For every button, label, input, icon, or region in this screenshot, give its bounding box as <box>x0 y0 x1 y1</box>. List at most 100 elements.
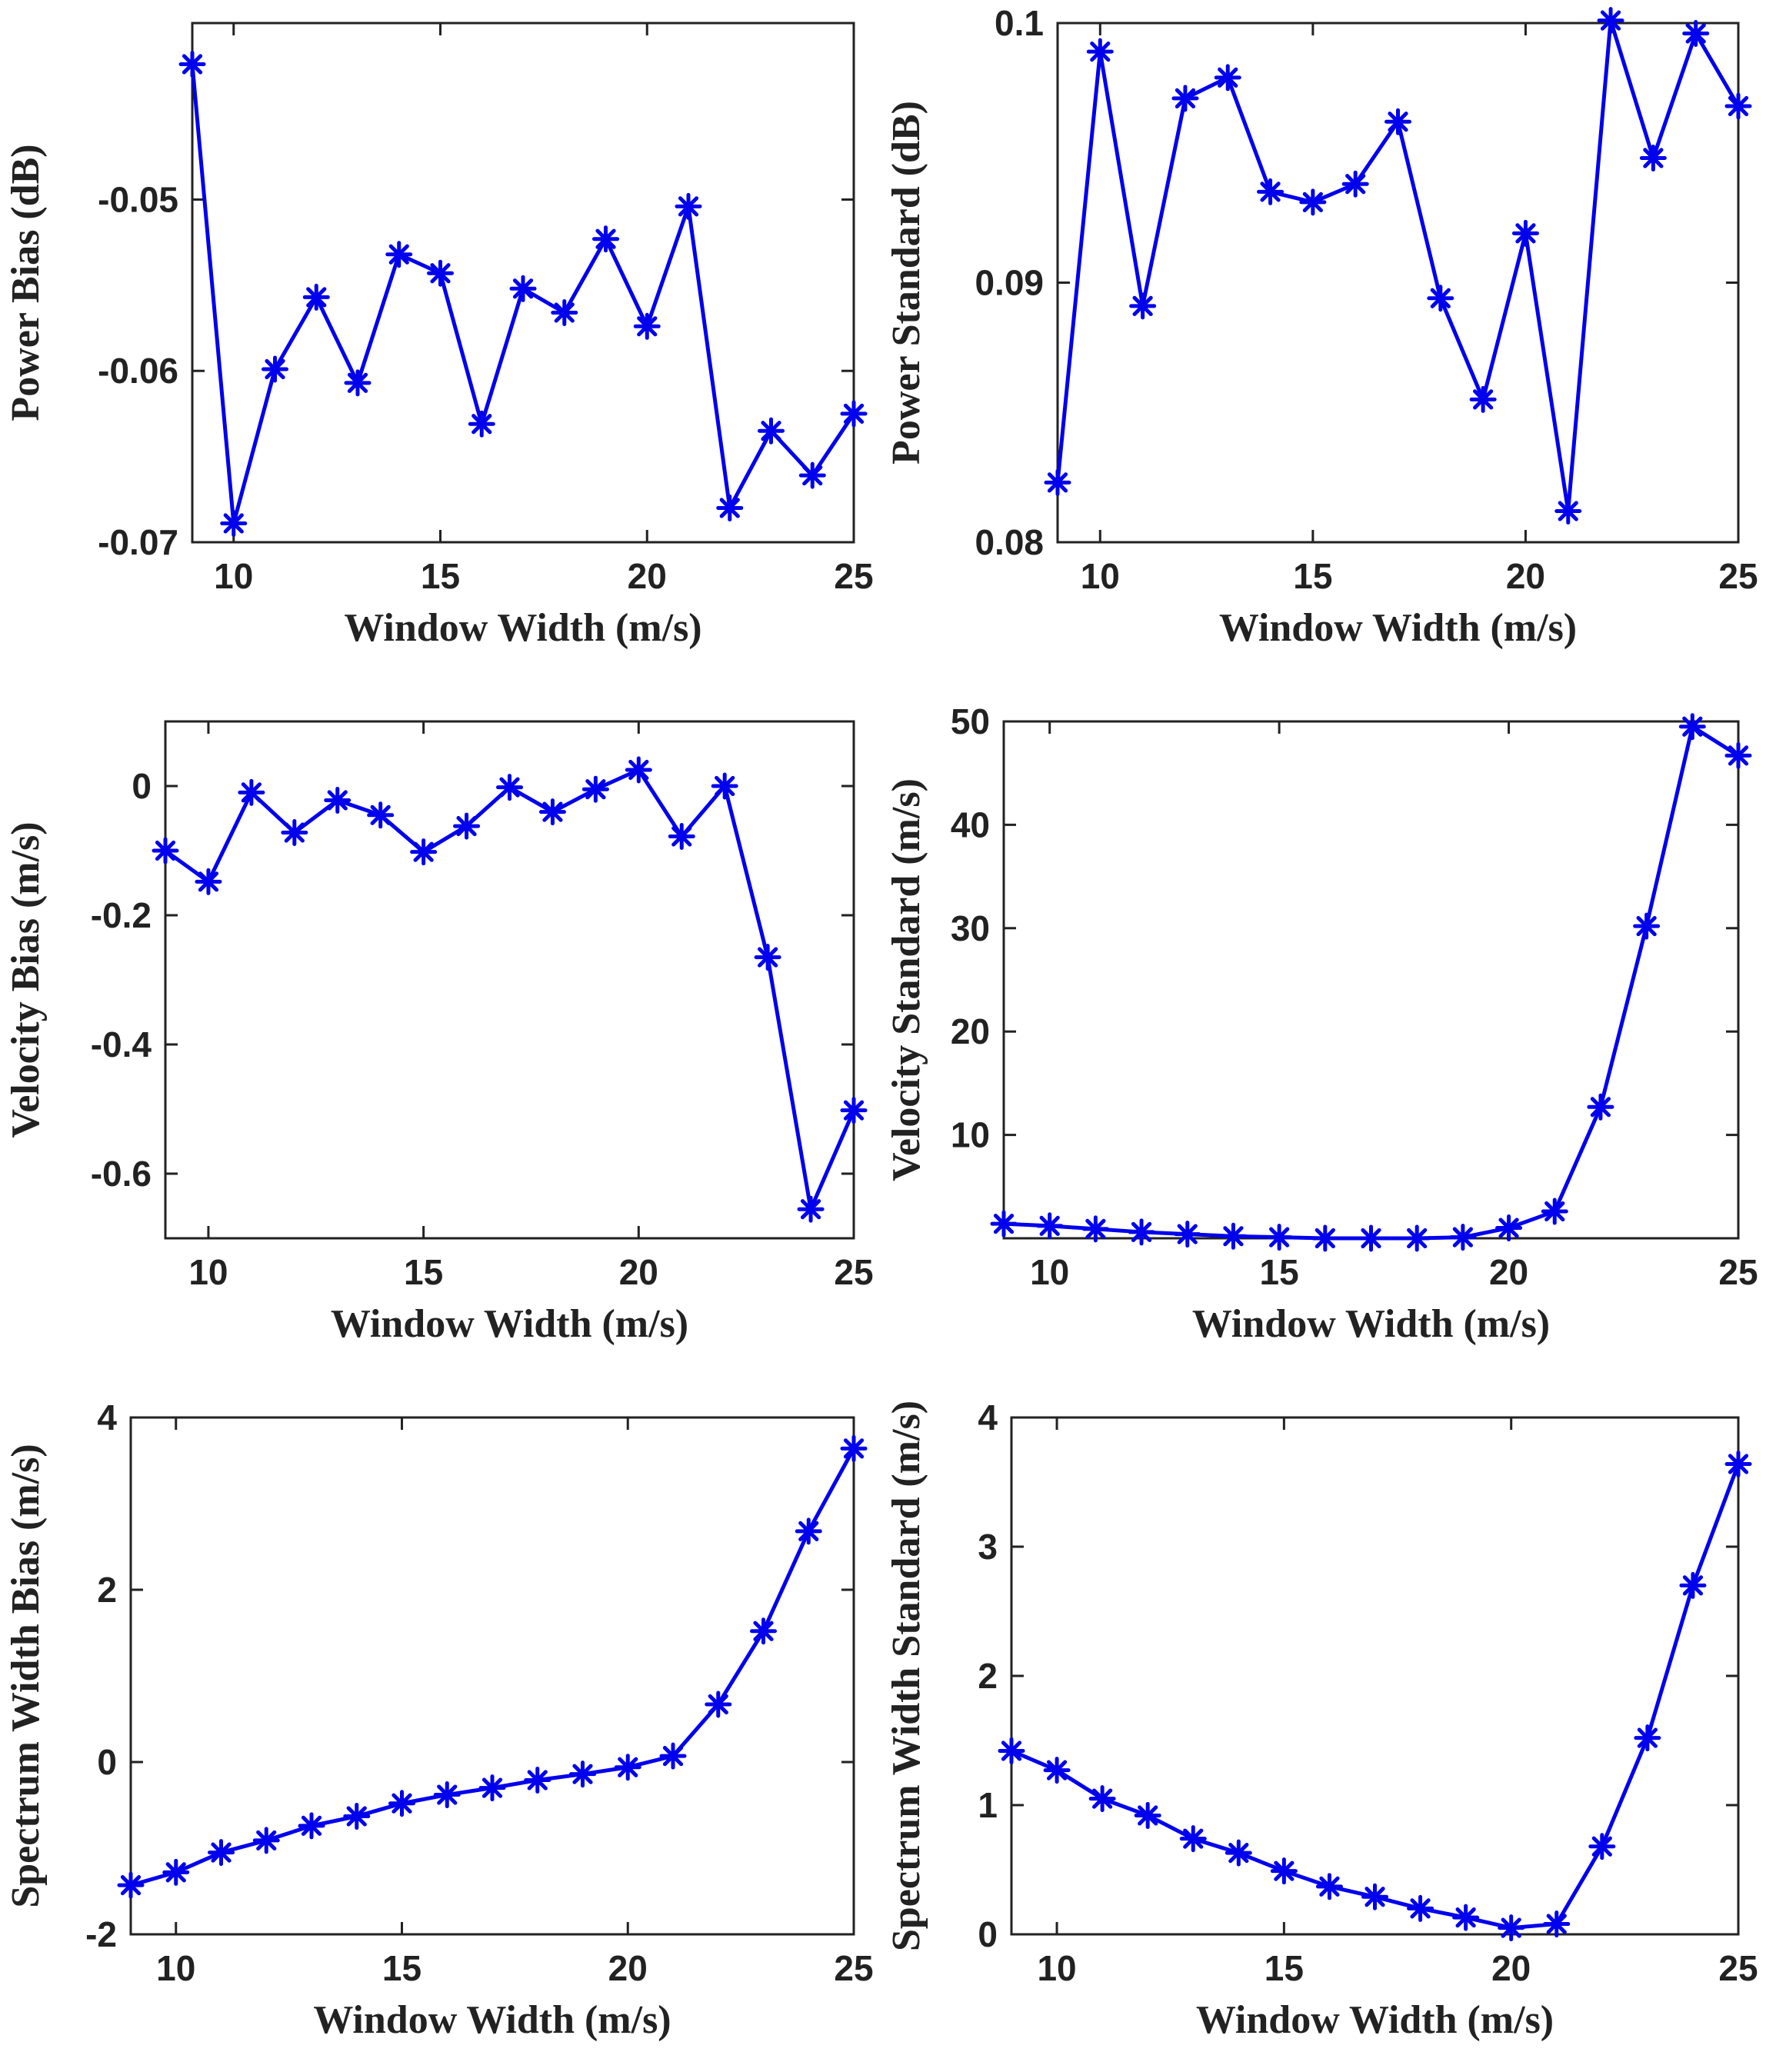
data-point <box>1311 1224 1339 1252</box>
data-point <box>1225 1839 1252 1867</box>
data-point <box>220 509 248 537</box>
data-point <box>668 823 695 851</box>
spectrum-width-standard-ylabel: Spectrum Width Standard (m/s) <box>885 1401 928 1951</box>
y-tick-label: 2 <box>97 1570 117 1610</box>
velocity-standard-ylabel: Velocity Standard (m/s) <box>885 778 928 1181</box>
data-point <box>344 369 372 397</box>
data-point <box>1358 1224 1384 1252</box>
data-point <box>840 1434 868 1462</box>
velocity-standard-xlabel: Window Width (m/s) <box>1192 1302 1550 1346</box>
data-point <box>1449 1224 1477 1251</box>
x-tick-label: 25 <box>1718 1948 1758 1988</box>
data-point <box>1407 1894 1434 1922</box>
data-point <box>1044 468 1071 496</box>
data-point <box>1587 1093 1614 1121</box>
x-tick-label: 15 <box>382 1948 422 1988</box>
data-point <box>592 225 619 253</box>
velocity-standard-chart: 10 15 20 25 50 40 30 20 10 Window Width (m/s) Velo… <box>885 701 1758 1346</box>
x-tick-label: 20 <box>608 1948 648 1988</box>
spectrum-width-bias-xlabel: Window Width (m/s) <box>313 1998 671 2042</box>
data-point <box>496 774 523 801</box>
spectrum-width-standard-series-line <box>1011 1463 1741 1930</box>
power-standard-series-line <box>1055 18 1741 513</box>
data-point <box>1724 1450 1752 1477</box>
data-point <box>1469 385 1497 413</box>
data-point <box>614 1754 641 1781</box>
data-point <box>990 1210 1018 1238</box>
data-point <box>1174 1221 1201 1248</box>
data-point <box>302 283 330 311</box>
data-point <box>1134 1801 1161 1829</box>
x-tick-label: 10 <box>1037 1948 1076 1988</box>
data-point <box>324 786 352 814</box>
y-tick-label: 0 <box>132 766 152 806</box>
x-tick-label: 15 <box>421 556 460 596</box>
power-bias-chart: 10 15 20 25 -0.05 -0.06 -0.07 Window Width (m/s… <box>4 22 874 650</box>
data-point <box>840 400 868 428</box>
data-point <box>1257 178 1285 205</box>
data-point <box>1554 498 1582 525</box>
y-tick-label: 0 <box>978 1914 998 1954</box>
data-point <box>1081 1215 1109 1243</box>
power-standard-chart: 10 15 20 25 0.1 0.09 0.08 Window Width (m/s) Pow… <box>885 3 1758 650</box>
data-point <box>840 1097 868 1124</box>
data-point <box>162 1858 190 1886</box>
data-point <box>117 1871 145 1899</box>
y-tick-label: 0.09 <box>975 263 1044 303</box>
velocity-bias-chart: 10 15 20 25 0 -0.2 -0.4 -0.6 Window Width (m/s) V… <box>4 720 874 1346</box>
data-point <box>152 837 179 864</box>
data-point <box>1633 912 1661 940</box>
y-tick-label: 10 <box>951 1115 990 1155</box>
x-tick-label: 25 <box>834 1948 873 1988</box>
x-tick-label: 15 <box>1265 1948 1304 1988</box>
data-point <box>468 410 495 438</box>
x-tick-label: 25 <box>1718 556 1758 596</box>
data-point <box>195 868 222 895</box>
data-point <box>388 1790 415 1817</box>
data-point <box>252 1827 280 1854</box>
power-bias-xlabel: Window Width (m/s) <box>344 606 701 650</box>
data-point <box>711 772 738 800</box>
data-point <box>1634 1724 1661 1752</box>
y-tick-label: -0.2 <box>91 895 152 935</box>
x-tick-label: 15 <box>1293 556 1332 596</box>
data-point <box>343 1803 371 1830</box>
data-point <box>1588 1833 1616 1860</box>
y-tick-label: 40 <box>951 804 990 844</box>
data-point <box>538 798 566 826</box>
x-tick-label: 20 <box>619 1252 658 1292</box>
y-tick-label: 20 <box>951 1011 990 1051</box>
x-tick-label: 20 <box>1506 556 1545 596</box>
data-point <box>1403 1224 1431 1252</box>
data-point <box>1597 7 1624 35</box>
data-point <box>367 801 395 829</box>
data-point <box>1511 219 1539 247</box>
data-point <box>385 241 413 268</box>
spectrum-width-standard-xlabel: Window Width (m/s) <box>1196 1998 1554 2042</box>
data-point <box>675 192 702 220</box>
x-tick-label: 15 <box>1260 1252 1299 1292</box>
y-tick-label: -0.06 <box>98 351 178 391</box>
data-point <box>581 775 609 803</box>
data-point <box>716 494 744 521</box>
data-point <box>1682 20 1710 47</box>
spectrum-width-bias-axes-box <box>129 1416 855 1936</box>
data-point <box>1639 145 1667 172</box>
data-point <box>1341 170 1369 198</box>
x-tick-label: 10 <box>1030 1252 1069 1292</box>
data-point <box>1265 1224 1293 1251</box>
data-point <box>509 275 537 302</box>
y-tick-label: 4 <box>97 1397 117 1437</box>
x-tick-label: 10 <box>1081 556 1120 596</box>
velocity-bias-ylabel: Velocity Bias (m/s) <box>4 821 48 1138</box>
data-point <box>1724 741 1752 769</box>
data-point <box>1179 1825 1207 1853</box>
data-point <box>1724 92 1752 120</box>
spectrum-width-bias-series-line <box>130 1447 856 1887</box>
data-point <box>1452 1904 1480 1931</box>
y-tick-label: -2 <box>85 1914 117 1954</box>
data-point <box>1219 1222 1247 1250</box>
data-point <box>410 838 438 866</box>
x-tick-label: 20 <box>1491 1948 1531 1988</box>
